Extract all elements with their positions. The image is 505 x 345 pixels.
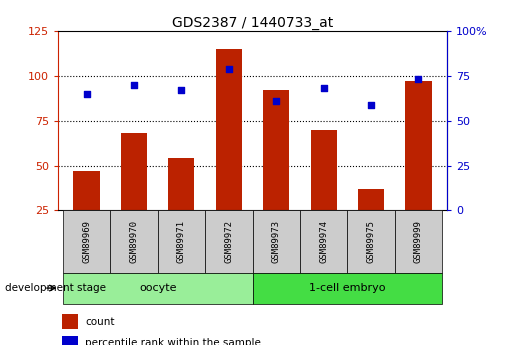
Bar — [121, 133, 147, 210]
Bar — [158, 210, 205, 273]
Bar — [406, 81, 431, 210]
Bar — [347, 210, 395, 273]
Text: development stage: development stage — [5, 283, 106, 293]
Bar — [110, 210, 158, 273]
Point — [177, 88, 185, 93]
Point — [130, 82, 138, 88]
Text: 1-cell embryo: 1-cell embryo — [309, 283, 386, 293]
Bar — [62, 336, 78, 345]
Bar — [252, 210, 300, 273]
Text: GSM89974: GSM89974 — [319, 220, 328, 263]
Text: percentile rank within the sample: percentile rank within the sample — [85, 338, 261, 345]
Text: GSM89970: GSM89970 — [129, 220, 138, 263]
Text: GSM89969: GSM89969 — [82, 220, 91, 263]
Text: GSM89971: GSM89971 — [177, 220, 186, 263]
Point — [320, 86, 328, 91]
Bar — [358, 189, 384, 210]
Point — [415, 77, 423, 82]
Title: GDS2387 / 1440733_at: GDS2387 / 1440733_at — [172, 16, 333, 30]
Text: GSM89972: GSM89972 — [224, 220, 233, 263]
Bar — [395, 210, 442, 273]
Text: oocyte: oocyte — [139, 283, 176, 293]
Text: count: count — [85, 317, 115, 326]
Text: GSM89975: GSM89975 — [367, 220, 376, 263]
Bar — [252, 273, 442, 304]
Bar — [311, 130, 337, 210]
Bar — [168, 158, 194, 210]
Bar — [62, 314, 78, 329]
Point — [82, 91, 90, 97]
Bar — [63, 210, 110, 273]
Text: GSM89973: GSM89973 — [272, 220, 281, 263]
Bar — [263, 90, 289, 210]
Point — [272, 98, 280, 104]
Bar — [74, 171, 99, 210]
Text: GSM89999: GSM89999 — [414, 220, 423, 263]
Bar — [300, 210, 347, 273]
Point — [225, 66, 233, 71]
Bar — [63, 273, 252, 304]
Bar — [216, 49, 242, 210]
Bar — [205, 210, 252, 273]
Point — [367, 102, 375, 107]
